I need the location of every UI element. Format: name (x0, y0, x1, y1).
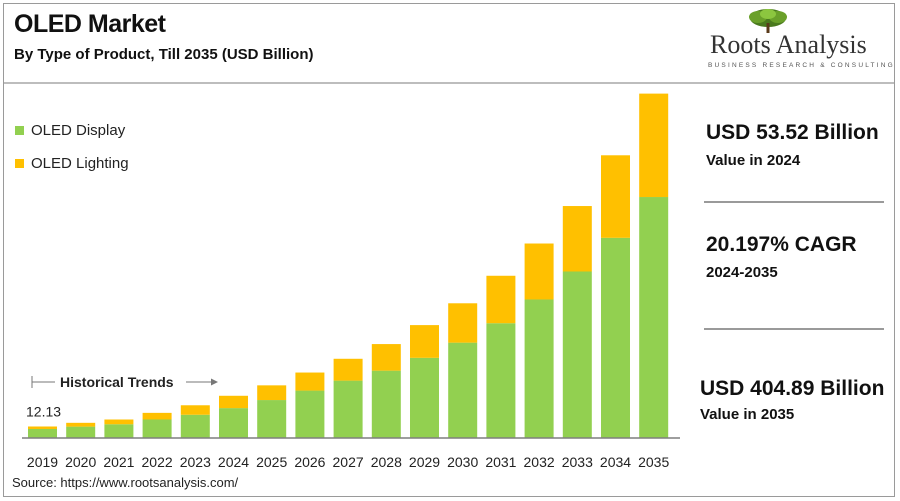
x-tick-label-2032: 2032 (524, 454, 555, 470)
bar-lighting-2023 (180, 405, 210, 415)
tree-icon (749, 9, 787, 33)
bar-lighting-2021 (104, 419, 134, 425)
bar-display-2027 (333, 380, 363, 438)
stat-label-cagr: 2024-2035 (706, 264, 778, 281)
bar-lighting-2027 (333, 358, 363, 381)
bar-display-2028 (371, 370, 401, 438)
stat-divider-2 (704, 328, 884, 330)
x-tick-label-2027: 2027 (333, 454, 364, 470)
bar-lighting-2032 (524, 243, 554, 300)
x-tick-label-2030: 2030 (447, 454, 478, 470)
x-tick-label-2026: 2026 (294, 454, 325, 470)
data-label-2019: 12.13 (26, 403, 61, 419)
bar-display-2024 (219, 408, 248, 438)
bar-lighting-2019 (28, 426, 57, 429)
x-tick-label-2022: 2022 (142, 454, 173, 470)
bar-display-2019 (28, 428, 57, 438)
page-title: OLED Market (14, 10, 166, 38)
bar-lighting-2034 (601, 155, 630, 238)
bar-display-2031 (486, 323, 516, 438)
x-tick-label-2031: 2031 (485, 454, 516, 470)
stat-label-2024: Value in 2024 (706, 152, 801, 169)
stat-value-2024: USD 53.52 Billion (706, 121, 879, 144)
bar-lighting-2030 (448, 303, 478, 343)
bar-display-2023 (180, 414, 210, 438)
bar-lighting-2020 (66, 422, 96, 427)
bar-display-2032 (524, 299, 554, 438)
bar-lighting-2026 (295, 372, 325, 391)
legend-label-display: OLED Display (31, 122, 126, 139)
x-tick-label-2019: 2019 (27, 454, 58, 470)
bar-display-2025 (257, 400, 287, 438)
stat-value-2035: USD 404.89 Billion (700, 377, 885, 400)
legend-swatch-display (15, 126, 24, 135)
legend-item-lighting: OLED Lighting (15, 155, 129, 172)
chart-frame (3, 3, 895, 497)
source-note: Source: https://www.rootsanalysis.com/ (12, 475, 239, 490)
legend-label-lighting: OLED Lighting (31, 155, 129, 172)
bar-lighting-2035 (639, 93, 669, 198)
bar-display-2033 (562, 271, 592, 438)
page-subtitle: By Type of Product, Till 2035 (USD Billi… (14, 46, 314, 63)
stat-divider-1 (704, 201, 884, 203)
logo-tagline: BUSINESS RESEARCH & CONSULTING (708, 62, 895, 69)
bar-display-2020 (66, 426, 96, 438)
legend-item-display: OLED Display (15, 122, 125, 139)
company-logo: Roots Analysis BUSINESS RESEARCH & CONSU… (700, 6, 893, 72)
stat-label-2035: Value in 2035 (700, 406, 795, 423)
x-tick-label-2023: 2023 (180, 454, 211, 470)
bar-display-2030 (448, 342, 478, 438)
bar-lighting-2031 (486, 275, 516, 324)
x-tick-label-2029: 2029 (409, 454, 440, 470)
x-tick-label-2034: 2034 (600, 454, 631, 470)
legend-swatch-lighting (15, 159, 24, 168)
annotation-historical-trends: Historical Trends (60, 374, 174, 390)
bar-lighting-2024 (219, 395, 248, 409)
bar-lighting-2029 (410, 325, 439, 358)
bar-display-2022 (142, 419, 172, 438)
x-tick-label-2024: 2024 (218, 454, 249, 470)
bar-display-2029 (410, 357, 439, 438)
bar-display-2035 (639, 197, 669, 438)
stat-value-cagr: 20.197% CAGR (706, 233, 857, 256)
x-tick-label-2033: 2033 (562, 454, 593, 470)
bar-lighting-2033 (562, 206, 592, 272)
x-tick-label-2035: 2035 (638, 454, 669, 470)
bar-lighting-2025 (257, 385, 287, 401)
x-tick-label-2028: 2028 (371, 454, 402, 470)
x-tick-label-2020: 2020 (65, 454, 96, 470)
bar-lighting-2028 (371, 344, 401, 371)
logo-name: Roots Analysis (710, 30, 867, 59)
trend-arrow-head (211, 378, 218, 386)
x-tick-label-2021: 2021 (103, 454, 134, 470)
bar-lighting-2022 (142, 412, 172, 420)
bar-display-2026 (295, 390, 325, 438)
header-divider (4, 82, 894, 84)
bar-display-2034 (601, 237, 630, 438)
x-tick-label-2025: 2025 (256, 454, 287, 470)
bar-display-2021 (104, 424, 134, 438)
